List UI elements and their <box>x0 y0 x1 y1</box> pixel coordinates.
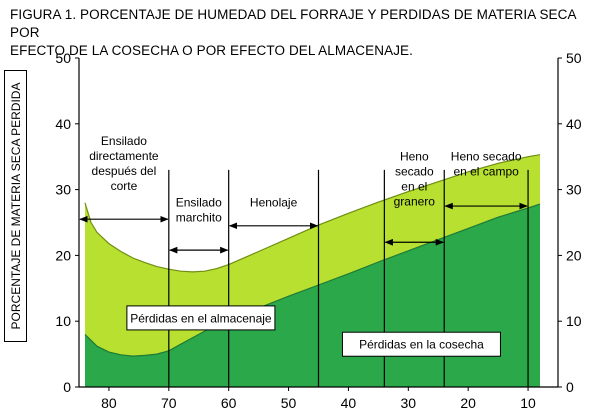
figure-title: FIGURA 1. PORCENTAJE DE HUMEDAD DEL FORR… <box>10 6 595 60</box>
y-tick-label-left: 40 <box>55 116 71 132</box>
region-label-line: en el campo <box>453 165 519 179</box>
x-tick-label: 80 <box>101 395 117 411</box>
x-tick-label: 10 <box>520 395 536 411</box>
region-label-line: secado <box>395 165 434 179</box>
y-tick-label-right: 20 <box>566 247 582 263</box>
region-label: Heno secado en el campo <box>451 150 522 179</box>
annotation-box <box>341 331 501 357</box>
figure-title-line-2: EFECTO DE LA COSECHA O POR EFECTO DEL AL… <box>10 43 414 58</box>
y-tick-label-right: 10 <box>566 313 582 329</box>
figure-title-line-1: FIGURA 1. PORCENTAJE DE HUMEDAD DEL FORR… <box>10 7 576 40</box>
region-label: Henolaje <box>250 196 298 210</box>
region-label: Heno secado en el granero <box>394 150 436 209</box>
region-label-line: Ensilado <box>101 134 147 148</box>
x-tick-label: 50 <box>281 395 297 411</box>
annotations-layer: Pérdidas en el almacenaje Pérdidas en la … <box>126 305 501 357</box>
region-label-line: Heno <box>400 150 429 164</box>
y-tick-label-left: 50 <box>55 50 71 66</box>
regions-layer: Ensilado directamente después del corteEnsi… <box>79 134 529 387</box>
region-label-line: directamente <box>89 149 159 163</box>
region-label-line: marchito <box>176 211 222 225</box>
y-axis-label-box: PORCENTAJE DE MATERIA SECA PERDIDA <box>4 70 27 342</box>
x-tick-label: 20 <box>460 395 476 411</box>
annotation-label: Pérdidas en el almacenaje <box>130 311 272 325</box>
x-tick-label: 30 <box>401 395 417 411</box>
region-label: Ensilado directamente después del corte <box>89 134 159 193</box>
annotation-box <box>126 305 276 331</box>
x-tick-label: 40 <box>341 395 357 411</box>
x-tick-label: 70 <box>161 395 177 411</box>
region-label: Ensilado marchito <box>176 196 222 225</box>
region-label-line: en el <box>401 180 427 194</box>
y-tick-label-left: 20 <box>55 247 71 263</box>
region-label-line: Heno secado <box>451 150 522 164</box>
region-label-line: corte <box>111 179 138 193</box>
region-label-line: después del <box>92 164 157 178</box>
annotation-label: Pérdidas en la cosecha <box>359 338 484 352</box>
y-tick-label-left: 30 <box>55 182 71 198</box>
line-almacenaje <box>84 154 541 273</box>
region-label-line: Henolaje <box>250 196 298 210</box>
y-tick-label-right: 0 <box>566 379 574 395</box>
y-tick-label-left: 0 <box>63 379 71 395</box>
y-tick-label-right: 50 <box>566 50 582 66</box>
x-tick-label: 60 <box>221 395 237 411</box>
region-label-line: granero <box>394 195 436 209</box>
y-tick-label-left: 10 <box>55 313 71 329</box>
y-tick-label-right: 40 <box>566 116 582 132</box>
region-label-line: Ensilado <box>176 196 222 210</box>
y-tick-label-right: 30 <box>566 182 582 198</box>
